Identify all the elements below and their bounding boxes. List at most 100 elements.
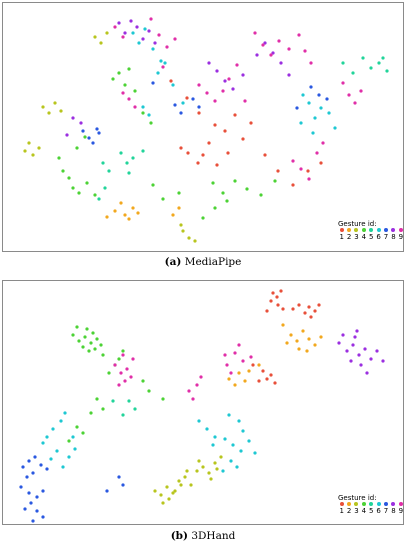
point-gesture-8 [287, 73, 291, 77]
point-gesture-9 [157, 33, 161, 37]
point-gesture-4 [117, 357, 121, 361]
legend-title: Gesture id: [338, 220, 377, 228]
point-gesture-7 [151, 81, 155, 85]
point-gesture-4 [101, 353, 105, 357]
point-gesture-4 [201, 216, 205, 220]
point-gesture-1 [186, 151, 190, 155]
point-gesture-9 [221, 89, 225, 93]
point-gesture-8 [355, 329, 359, 333]
point-gesture-2 [113, 209, 117, 213]
point-gesture-6 [156, 71, 160, 75]
legend-label-8: 8 [391, 233, 396, 241]
point-gesture-9 [205, 91, 209, 95]
caption-mediapipe: (a) MediaPipe [0, 256, 406, 268]
point-gesture-7 [31, 519, 35, 523]
point-gesture-4 [107, 371, 111, 375]
point-gesture-1 [233, 113, 237, 117]
point-gesture-7 [121, 483, 125, 487]
point-gesture-6 [333, 126, 337, 130]
point-gesture-6 [237, 419, 241, 423]
point-gesture-6 [143, 27, 147, 31]
legend-item-3: 3 [353, 502, 360, 515]
point-gesture-9 [195, 383, 199, 387]
point-gesture-6 [197, 419, 201, 423]
point-gesture-4 [177, 191, 181, 195]
point-gesture-3 [165, 485, 169, 489]
point-gesture-6 [41, 441, 45, 445]
point-gesture-6 [51, 427, 55, 431]
point-gesture-6 [131, 31, 135, 35]
point-gesture-9 [199, 375, 203, 379]
point-gesture-3 [99, 41, 103, 45]
legend-label-9: 9 [398, 507, 404, 515]
point-gesture-5 [341, 61, 345, 65]
point-gesture-9 [303, 49, 307, 53]
legend-item-3: 3 [353, 228, 360, 241]
point-gesture-7 [97, 131, 101, 135]
point-gesture-9 [297, 33, 301, 37]
legend-dot-2 [347, 502, 352, 506]
point-gesture-9 [125, 367, 129, 371]
point-gesture-6 [307, 101, 311, 105]
legend-dot-4 [361, 502, 366, 506]
point-gesture-9 [277, 39, 281, 43]
point-gesture-1 [197, 111, 201, 115]
point-gesture-8 [369, 357, 373, 361]
legend-label-4: 4 [361, 233, 367, 241]
point-gesture-9 [213, 99, 217, 103]
point-gesture-3 [189, 483, 193, 487]
point-gesture-1 [261, 369, 265, 373]
point-gesture-4 [121, 349, 125, 353]
point-gesture-7 [29, 501, 33, 505]
point-gesture-1 [201, 153, 205, 157]
point-gesture-1 [306, 169, 310, 173]
legend-item-5: 5 [368, 228, 375, 241]
point-gesture-4 [149, 121, 153, 125]
point-gesture-4 [77, 339, 81, 343]
legend-dot-6 [376, 228, 381, 232]
legend-label-1: 1 [339, 233, 344, 241]
point-gesture-4 [71, 186, 75, 190]
point-gesture-9 [347, 93, 351, 97]
point-gesture-1 [263, 153, 267, 157]
point-gesture-1 [307, 305, 311, 309]
point-gesture-3 [41, 105, 45, 109]
point-gesture-1 [269, 299, 273, 303]
point-gesture-6 [211, 443, 215, 447]
point-gesture-8 [357, 353, 361, 357]
point-gesture-3 [31, 153, 35, 157]
point-gesture-4 [161, 197, 165, 201]
point-gesture-4 [93, 193, 97, 197]
point-gesture-5 [377, 61, 381, 65]
point-gesture-9 [123, 379, 127, 383]
legend-label-4: 4 [361, 507, 367, 515]
legend-label-6: 6 [376, 507, 381, 515]
point-gesture-2 [136, 211, 140, 215]
legend-item-1: 1 [338, 228, 345, 241]
point-gesture-6 [327, 111, 331, 115]
point-gesture-8 [375, 349, 379, 353]
point-gesture-8 [349, 359, 353, 363]
point-gesture-5 [133, 407, 137, 411]
point-gesture-4 [259, 193, 263, 197]
point-gesture-9 [307, 177, 311, 181]
point-gesture-1 [276, 303, 280, 307]
point-gesture-7 [31, 471, 35, 475]
point-gesture-1 [273, 381, 277, 385]
point-gesture-3 [193, 239, 197, 243]
point-gesture-4 [71, 333, 75, 337]
point-gesture-7 [27, 459, 31, 463]
point-gesture-8 [255, 53, 259, 57]
point-gesture-4 [211, 181, 215, 185]
point-gesture-5 [369, 66, 373, 70]
point-gesture-8 [65, 133, 69, 137]
point-gesture-3 [59, 109, 63, 113]
point-gesture-6 [45, 435, 49, 439]
point-gesture-4 [133, 89, 137, 93]
point-gesture-4 [85, 327, 89, 331]
point-gesture-9 [121, 91, 125, 95]
point-gesture-6 [227, 413, 231, 417]
legend-item-5: 5 [368, 502, 375, 515]
